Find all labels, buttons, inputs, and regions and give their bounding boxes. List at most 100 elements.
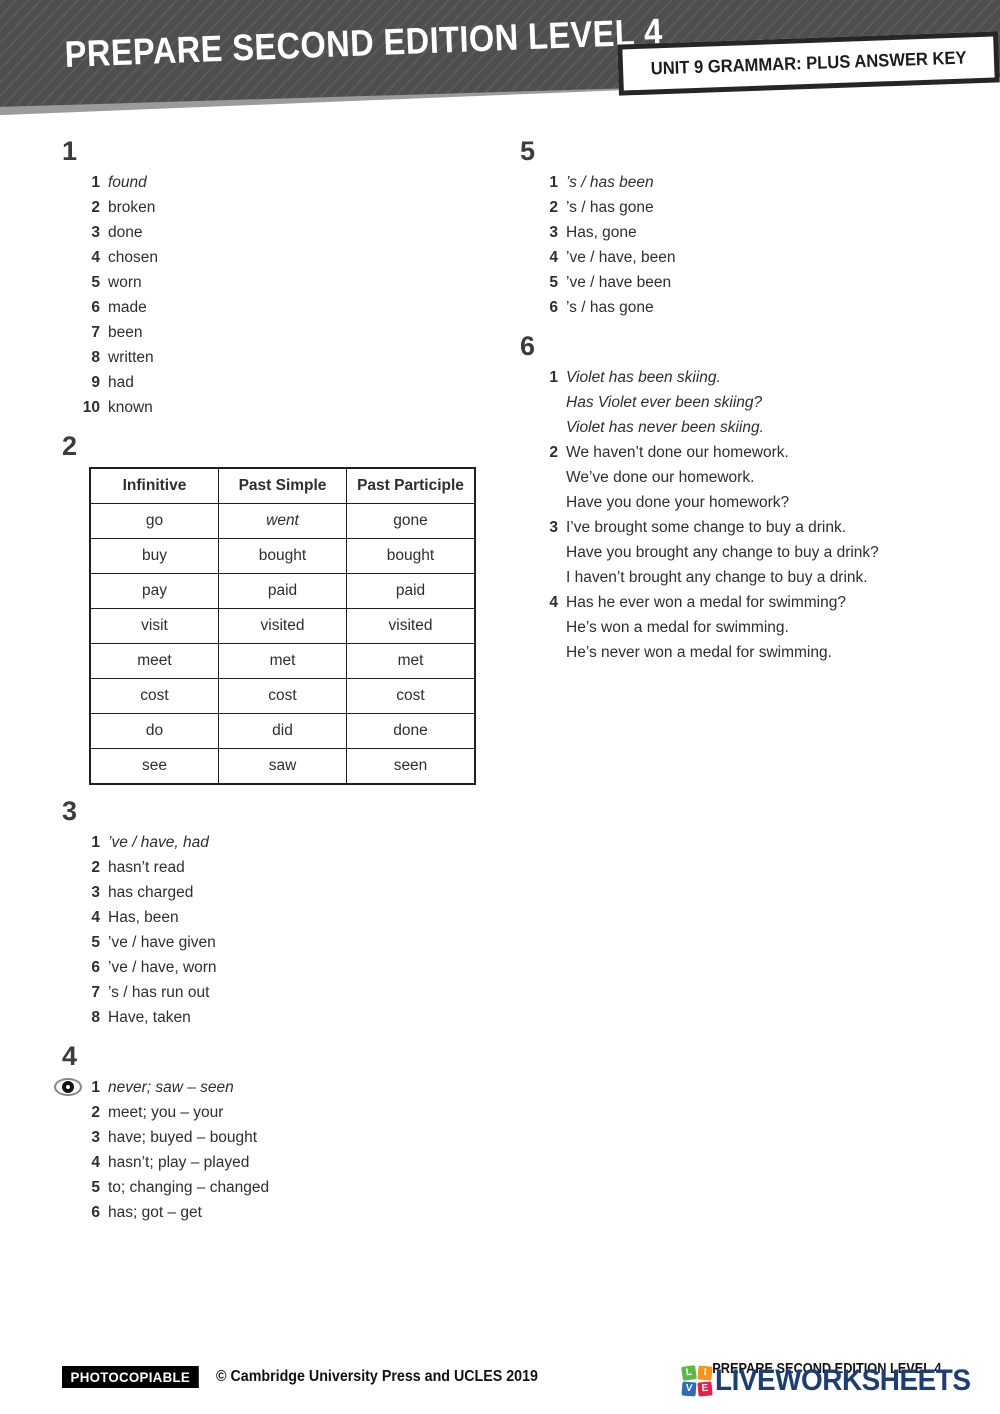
answer-lines: I’ve brought some change to buy a drink.… xyxy=(566,515,879,590)
item-number: 4 xyxy=(91,909,100,926)
logo-tile-i: I xyxy=(697,1365,713,1381)
item-number: 4 xyxy=(91,1154,100,1171)
answer-text: ’ve / have, worn xyxy=(108,959,217,976)
answer-text: has charged xyxy=(108,884,194,901)
answer-lines: written xyxy=(108,345,154,370)
page-footer: PHOTOCOPIABLE © Cambridge University Pre… xyxy=(62,1360,990,1410)
table-cell: go xyxy=(89,503,219,539)
answer-text: known xyxy=(108,399,153,416)
item-number: 3 xyxy=(91,884,100,901)
answer-item: 1 ’s / has been xyxy=(520,170,970,195)
answer-item: 6 made xyxy=(62,295,494,320)
section-2-number: 2 xyxy=(62,431,78,461)
table-row: see saw seen xyxy=(89,748,476,785)
answer-text: found xyxy=(108,174,147,191)
answer-text: been xyxy=(108,324,143,341)
answer-item: 2 hasn’t read xyxy=(62,855,494,880)
item-number: 2 xyxy=(91,1104,100,1121)
answer-lines: ’s / has run out xyxy=(108,980,209,1005)
answer-lines: ’s / has been xyxy=(566,170,654,195)
section-1-number: 1 xyxy=(62,136,78,166)
answer-lines: broken xyxy=(108,195,155,220)
table-row: cost cost cost xyxy=(89,678,476,714)
answer-item: 6 has; got – get xyxy=(62,1200,494,1225)
section-1: 1 1 found 2 broken 3 done 4 chosen 5 worn 6 made 7 bee… xyxy=(62,136,494,420)
table-cell: bought xyxy=(346,538,476,574)
item-number: 1 xyxy=(91,1079,100,1096)
answer-text: ’ve / have given xyxy=(108,934,216,951)
answer-list: 1 Violet has been skiing. Has Violet ever … xyxy=(520,365,970,665)
item-number: 1 xyxy=(549,174,558,191)
item-number: 7 xyxy=(91,984,100,1001)
logo-tile-e: E xyxy=(697,1381,713,1397)
answer-item: 6 ’ve / have, worn xyxy=(62,955,494,980)
section-2: 2 Infinitive Past Simple Past Participle go w… xyxy=(62,431,494,785)
column-header: Past Participle xyxy=(346,467,476,504)
answer-lines: ’ve / have, been xyxy=(566,245,675,270)
table-row: visit visited visited xyxy=(89,608,476,644)
answer-lines: ’ve / have, had xyxy=(108,830,209,855)
answer-item: 8 Have, taken xyxy=(62,1005,494,1030)
answer-item: 3 Has, gone xyxy=(520,220,970,245)
table-cell: cost xyxy=(346,678,476,714)
answer-item: 5 to; changing – changed xyxy=(62,1175,494,1200)
answer-lines: hasn’t; play – played xyxy=(108,1150,249,1175)
answer-text: broken xyxy=(108,199,156,216)
answer-lines: made xyxy=(108,295,147,320)
table-cell: went xyxy=(218,503,347,539)
answer-item: 3 done xyxy=(62,220,494,245)
section-6: 6 1 Violet has been skiing. Has Violet ever… xyxy=(520,331,970,665)
section-5: 5 1’s / has been 2’s / has gone 3 Has, gone 4… xyxy=(520,136,970,320)
answer-text: We haven’t done our homework. xyxy=(566,444,789,461)
answer-lines: has charged xyxy=(108,880,193,905)
item-number: 7 xyxy=(91,324,100,341)
answer-text: written xyxy=(108,349,154,366)
answer-item: 2 ’s / has gone xyxy=(520,195,970,220)
table-cell: paid xyxy=(346,573,476,609)
answer-lines: ’ve / have been xyxy=(566,270,671,295)
answer-lines: ’s / has gone xyxy=(566,295,654,320)
item-number: 2 xyxy=(549,199,558,216)
item-number: 6 xyxy=(91,1204,100,1221)
answer-text: ’ve / have been xyxy=(566,274,672,291)
answer-item: 8 written xyxy=(62,345,494,370)
answer-item: 1 found xyxy=(62,170,494,195)
answer-text: I haven’t brought any change to buy a dr… xyxy=(566,569,868,586)
item-number: 1 xyxy=(549,369,558,386)
section-3-number: 3 xyxy=(62,796,78,826)
answer-text: ’ve / have, had xyxy=(108,834,209,851)
answer-item: 2 We haven’t done our homework. We’ve done… xyxy=(520,440,970,515)
answer-lines: never; saw – seen xyxy=(108,1075,234,1100)
answer-list: 1 never; saw – seen 2 meet; you – your 3 have… xyxy=(54,1075,494,1225)
photocopiable-badge: PHOTOCOPIABLE xyxy=(62,1366,199,1388)
answer-text: to; changing – changed xyxy=(108,1179,270,1196)
section-5-number: 5 xyxy=(520,136,536,166)
eye-icon xyxy=(54,1078,82,1096)
table-cell: did xyxy=(218,713,347,749)
answer-text: worn xyxy=(108,274,142,291)
item-number: 2 xyxy=(91,859,100,876)
answer-item: 3 has charged xyxy=(62,880,494,905)
column-header: Infinitive xyxy=(89,467,219,504)
item-number: 3 xyxy=(91,1129,100,1146)
answer-list: 1 ’ve / have, had 2 hasn’t read 3 has charged… xyxy=(62,830,494,1030)
item-number: 3 xyxy=(549,224,558,241)
table-cell: bought xyxy=(218,538,347,574)
answer-text: Have you brought any change to buy a dri… xyxy=(566,544,879,561)
verb-table: Infinitive Past Simple Past Participle go we… xyxy=(89,467,476,785)
answer-item: 4 hasn’t; play – played xyxy=(62,1150,494,1175)
answer-item: 1 never; saw – seen xyxy=(54,1075,494,1100)
answer-text: Has, gone xyxy=(566,224,637,241)
answer-text: Violet has been skiing. xyxy=(566,369,721,386)
table-cell: met xyxy=(218,643,347,679)
item-number: 5 xyxy=(91,274,100,291)
item-number: 8 xyxy=(91,1009,100,1026)
answer-lines: had xyxy=(108,370,134,395)
item-number: 2 xyxy=(91,199,100,216)
answer-lines: worn xyxy=(108,270,142,295)
answer-item: 3 have; buyed – bought xyxy=(62,1125,494,1150)
answer-text: ’s / has gone xyxy=(566,299,654,316)
answer-item: 1 ’ve / have, had xyxy=(62,830,494,855)
answer-text: Have you done your homework? xyxy=(566,494,790,511)
